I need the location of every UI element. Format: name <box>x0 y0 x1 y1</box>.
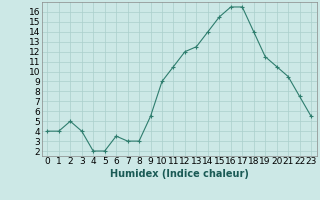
X-axis label: Humidex (Indice chaleur): Humidex (Indice chaleur) <box>110 169 249 179</box>
